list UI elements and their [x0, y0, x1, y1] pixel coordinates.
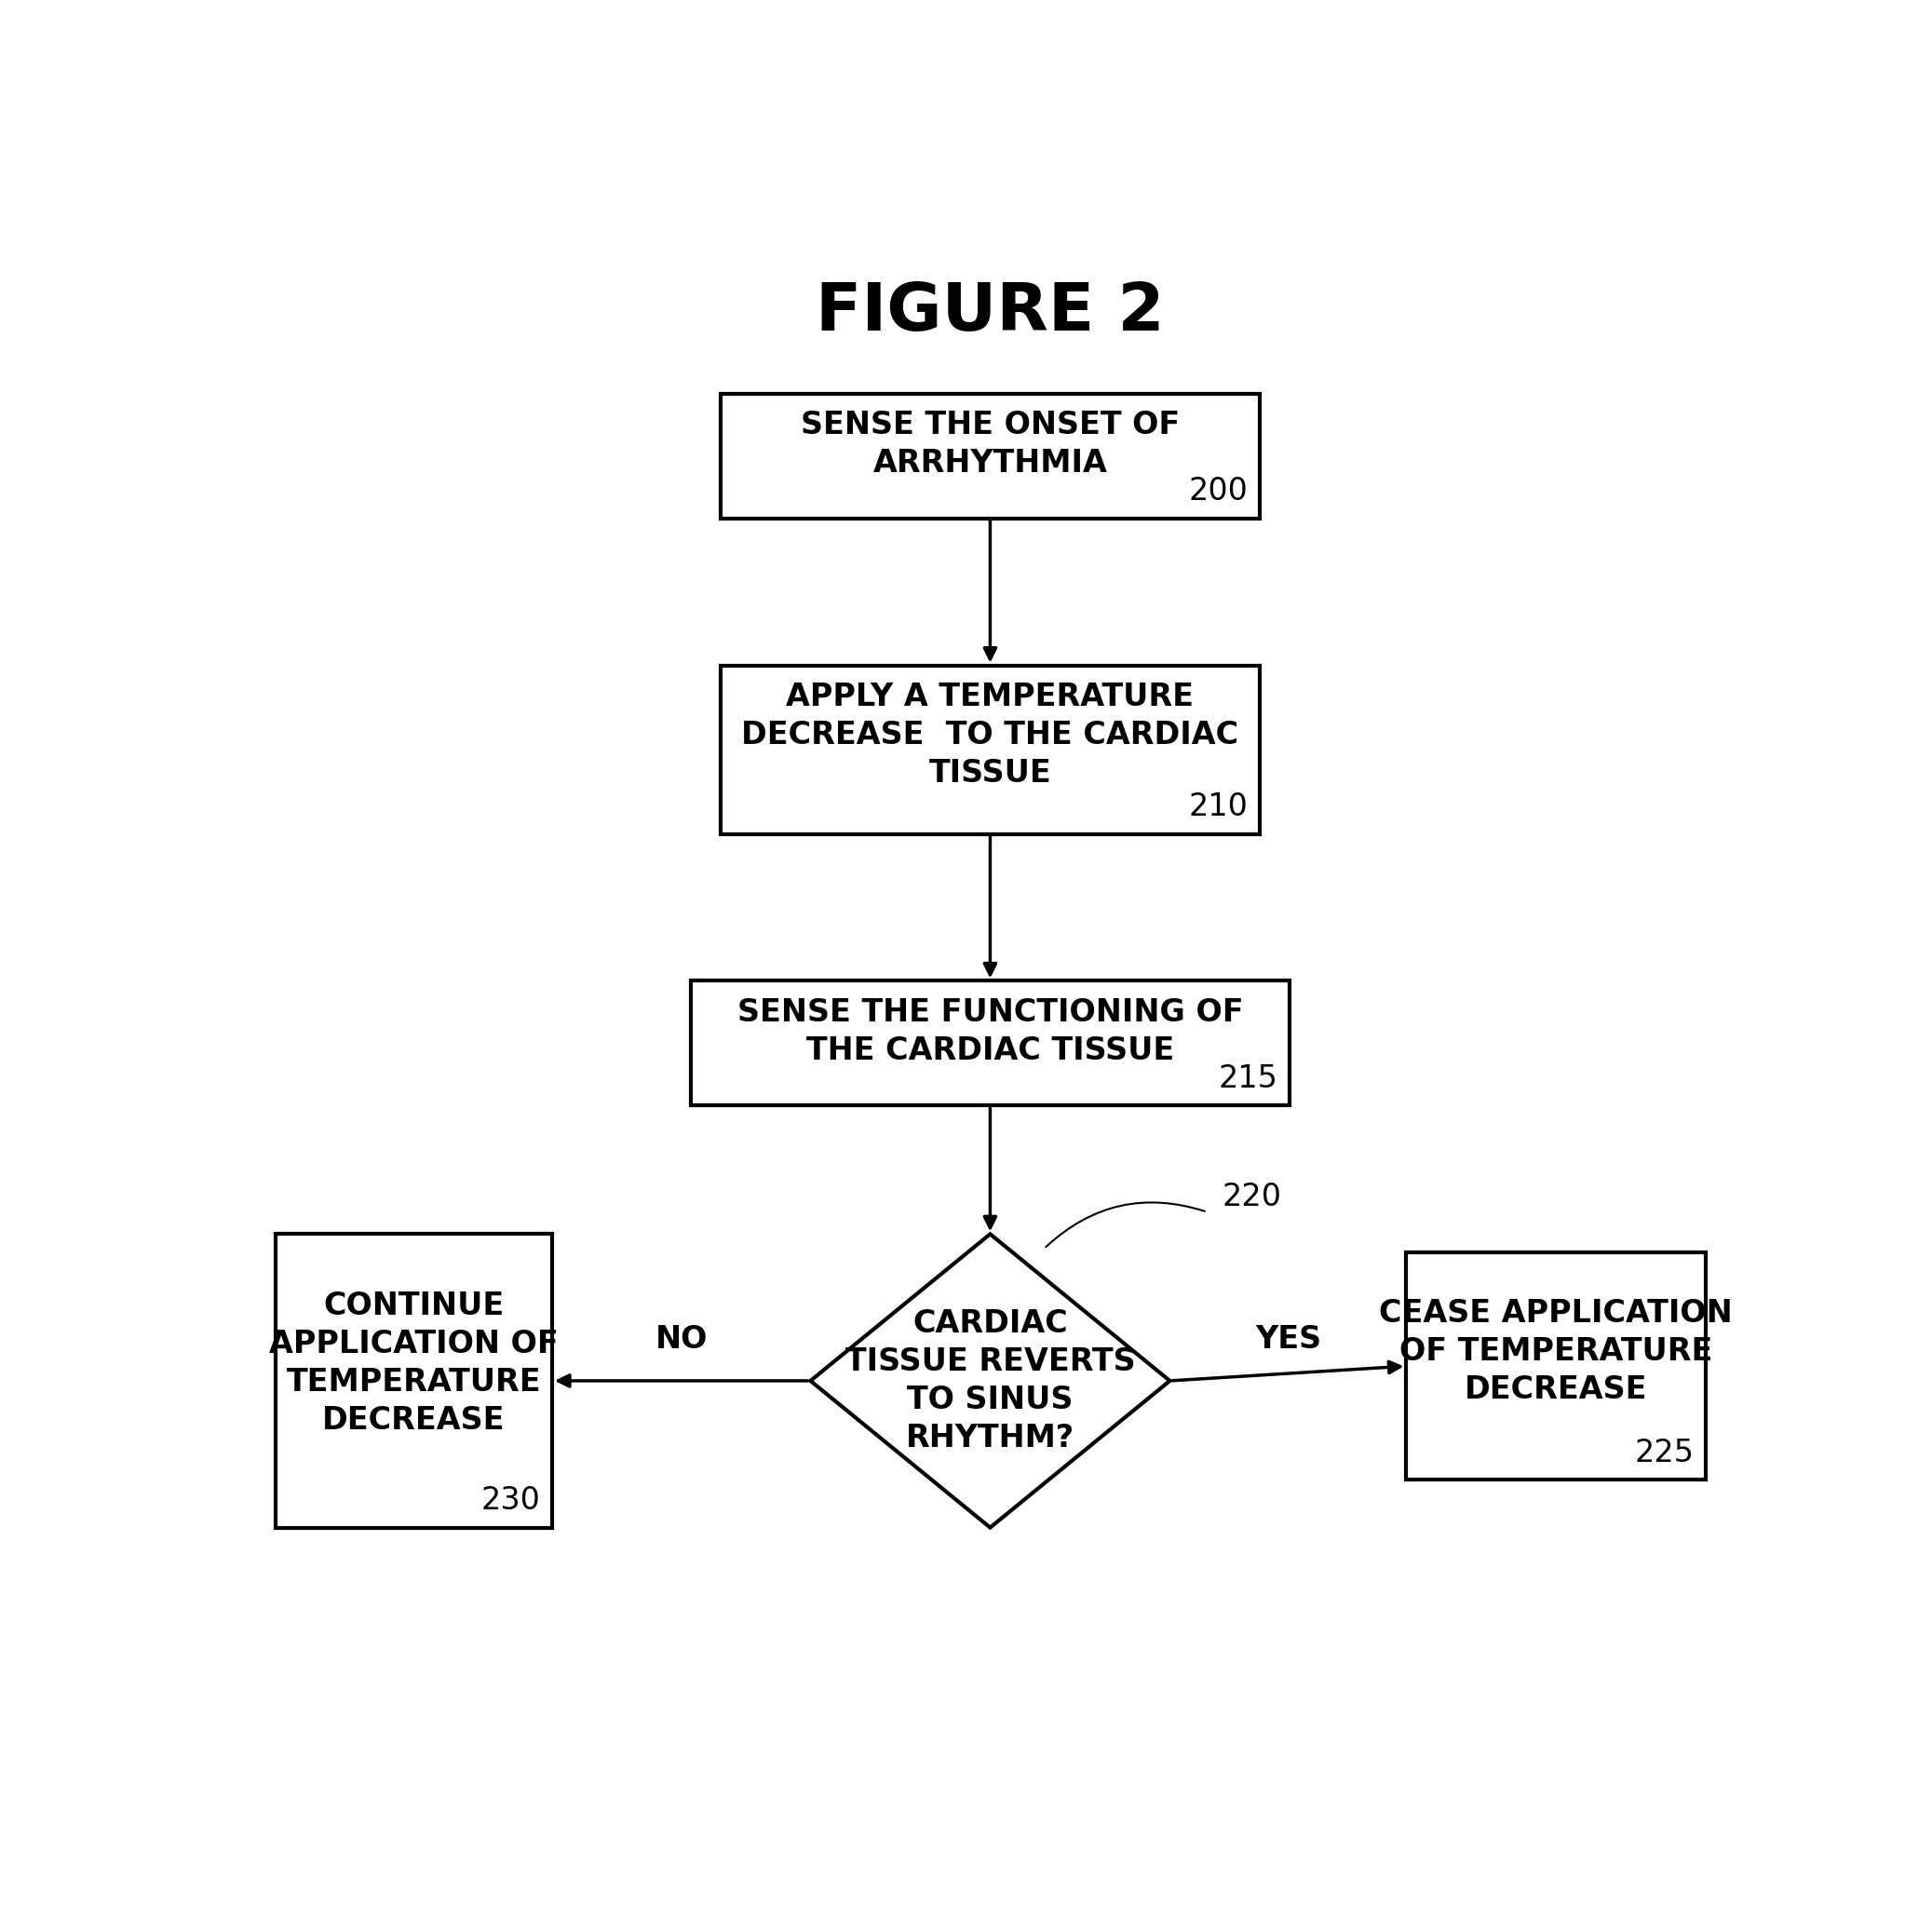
- FancyBboxPatch shape: [721, 395, 1260, 518]
- FancyBboxPatch shape: [692, 982, 1291, 1105]
- Text: CONTINUE
APPLICATION OF
TEMPERATURE
DECREASE: CONTINUE APPLICATION OF TEMPERATURE DECR…: [269, 1290, 558, 1435]
- Text: 220: 220: [1223, 1182, 1281, 1212]
- Text: NO: NO: [655, 1323, 707, 1355]
- Text: SENSE THE FUNCTIONING OF
THE CARDIAC TISSUE: SENSE THE FUNCTIONING OF THE CARDIAC TIS…: [738, 997, 1242, 1065]
- FancyBboxPatch shape: [1406, 1252, 1706, 1479]
- FancyBboxPatch shape: [274, 1233, 553, 1527]
- Text: 200: 200: [1188, 476, 1248, 507]
- Text: 210: 210: [1188, 791, 1248, 821]
- Text: CEASE APPLICATION
OF TEMPERATURE
DECREASE: CEASE APPLICATION OF TEMPERATURE DECREAS…: [1379, 1298, 1733, 1405]
- Text: FIGURE 2: FIGURE 2: [815, 280, 1165, 345]
- Text: 225: 225: [1634, 1437, 1694, 1468]
- Text: SENSE THE ONSET OF
ARRHYTHMIA: SENSE THE ONSET OF ARRHYTHMIA: [800, 410, 1180, 478]
- Text: 230: 230: [481, 1485, 541, 1515]
- Text: YES: YES: [1256, 1323, 1321, 1355]
- Text: 215: 215: [1219, 1064, 1277, 1094]
- Text: CARDIAC
TISSUE REVERTS
TO SINUS
RHYTHM?: CARDIAC TISSUE REVERTS TO SINUS RHYTHM?: [844, 1308, 1136, 1452]
- Polygon shape: [811, 1233, 1169, 1527]
- FancyBboxPatch shape: [721, 665, 1260, 835]
- Text: APPLY A TEMPERATURE
DECREASE  TO THE CARDIAC
TISSUE: APPLY A TEMPERATURE DECREASE TO THE CARD…: [742, 682, 1238, 789]
